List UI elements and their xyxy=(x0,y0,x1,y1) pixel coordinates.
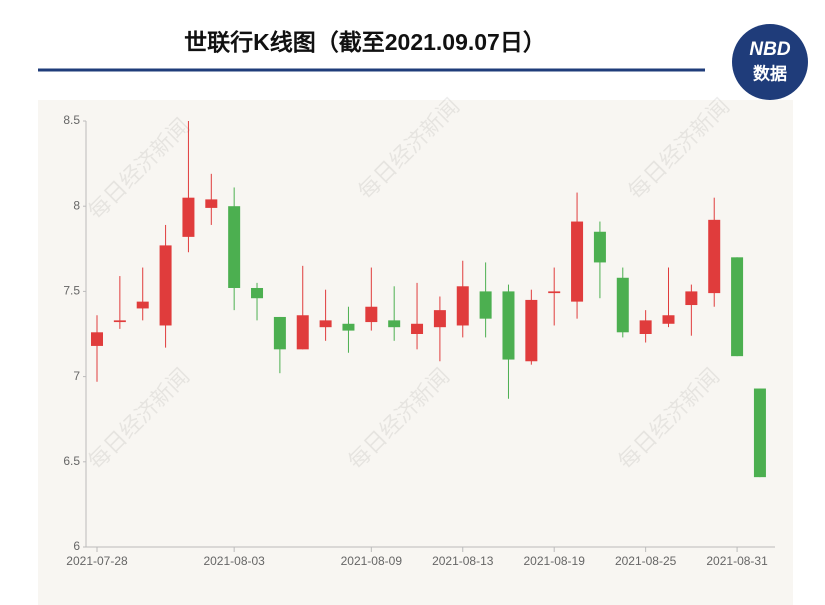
candle-body xyxy=(616,277,629,333)
candle-body xyxy=(228,206,241,288)
candle-body xyxy=(731,257,744,357)
chart-title: 世联行K线图（截至2021.09.07日） xyxy=(184,29,546,55)
logo-text: NBD xyxy=(749,39,790,60)
candle-body xyxy=(548,291,561,294)
candle-body xyxy=(685,291,698,306)
candle-body xyxy=(388,320,401,328)
candle-body xyxy=(639,320,652,334)
candle-body xyxy=(571,221,584,302)
candle-body xyxy=(273,316,286,350)
candle-body xyxy=(113,320,126,323)
candle-body xyxy=(251,287,264,299)
x-tick-label: 2021-08-03 xyxy=(203,554,265,568)
candle-body xyxy=(525,299,538,362)
candle-body xyxy=(753,388,766,478)
y-tick-label: 6 xyxy=(73,539,80,553)
x-tick-label: 2021-07-28 xyxy=(66,554,128,568)
x-tick-label: 2021-08-09 xyxy=(341,554,403,568)
y-tick-label: 6.5 xyxy=(63,454,80,468)
candle-body xyxy=(342,323,355,331)
y-tick-label: 8.5 xyxy=(63,113,80,127)
candle-body xyxy=(479,291,492,319)
candle-body xyxy=(662,315,675,324)
logo-subtext: 数据 xyxy=(753,63,787,83)
candle-body xyxy=(319,320,332,328)
candle-body xyxy=(91,332,103,346)
candle-body xyxy=(456,286,469,326)
y-tick-label: 7.5 xyxy=(63,284,80,298)
candle-body xyxy=(593,231,606,263)
x-tick-label: 2021-08-31 xyxy=(706,554,768,568)
candle-body xyxy=(182,197,195,237)
candle-body xyxy=(205,199,218,208)
logo xyxy=(732,24,808,100)
y-tick-label: 7 xyxy=(73,369,80,383)
plot-background xyxy=(38,100,793,605)
x-tick-label: 2021-08-25 xyxy=(615,554,677,568)
candle-body xyxy=(433,310,446,328)
x-tick-label: 2021-08-13 xyxy=(432,554,494,568)
y-tick-label: 8 xyxy=(73,198,80,212)
candle-body xyxy=(708,219,721,294)
candle-body xyxy=(296,315,309,350)
candle-body xyxy=(136,301,149,309)
x-tick-label: 2021-08-19 xyxy=(524,554,586,568)
candle-body xyxy=(411,323,424,334)
candle-body xyxy=(502,291,515,360)
candle-body xyxy=(365,306,378,323)
candle-body xyxy=(159,245,172,326)
